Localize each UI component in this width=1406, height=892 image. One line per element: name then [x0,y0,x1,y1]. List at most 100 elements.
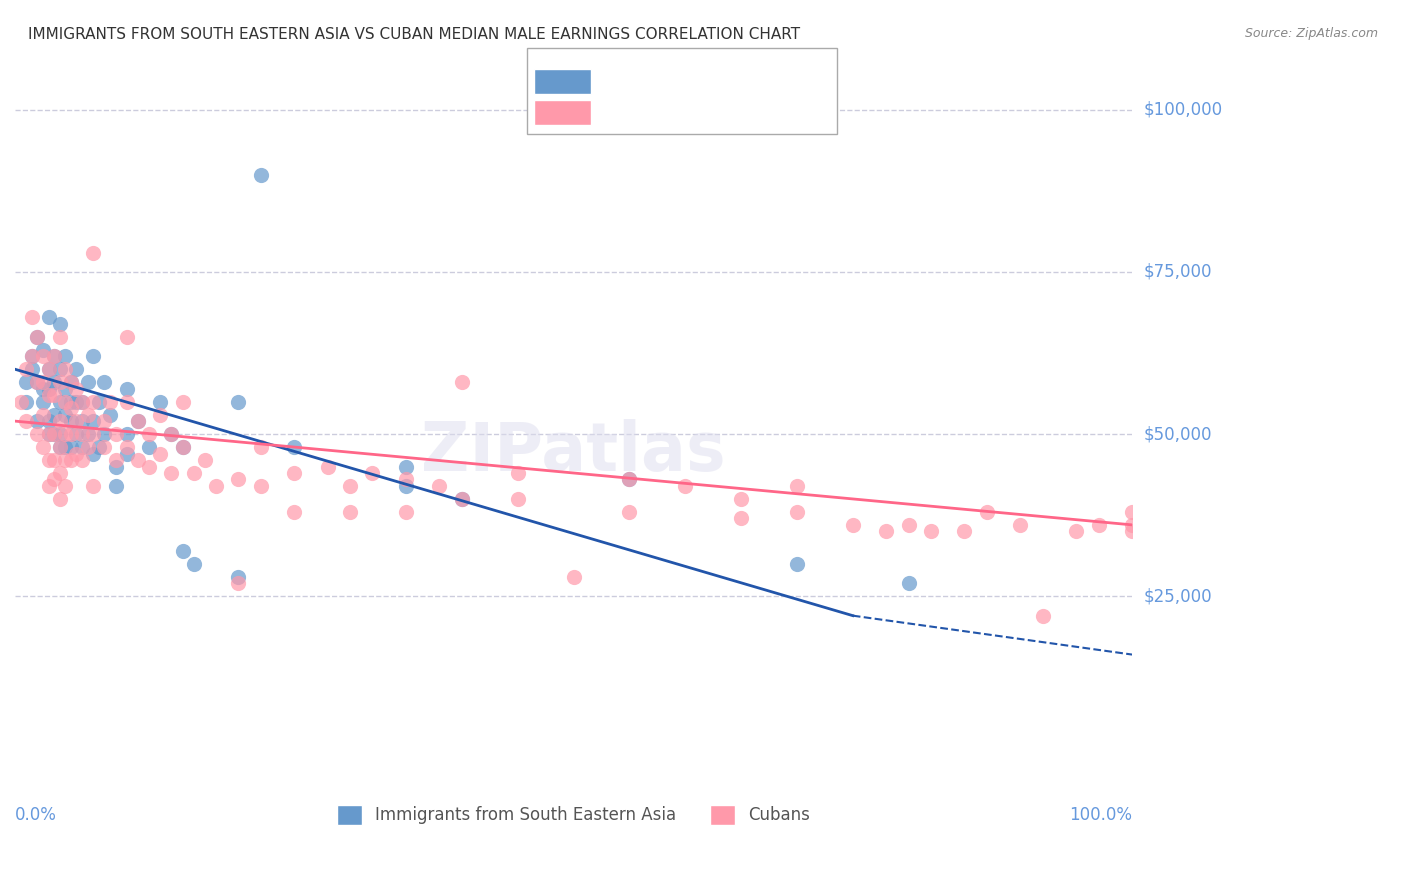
Point [27,375,49,389]
Point [115,446,138,460]
Text: Source: ZipAtlas.com: Source: ZipAtlas.com [1244,27,1378,40]
Point [115,382,138,396]
Point [32,375,55,389]
Point [59,375,82,389]
Point [32,440,55,454]
Text: ZIPatlas: ZIPatlas [422,419,725,485]
Point [38,427,60,442]
Point [786,505,808,519]
Point [842,517,865,532]
Point [27,414,49,428]
Point [48,394,70,409]
Point [42,349,65,363]
Point [786,479,808,493]
Point [21,362,44,376]
Point [87,440,110,454]
Point [42,388,65,402]
Point [38,453,60,467]
Point [32,408,55,422]
Point [48,362,70,376]
Point [194,453,217,467]
Point [82,479,104,493]
Point [395,479,418,493]
Point [42,375,65,389]
Point [53,362,76,376]
Point [42,408,65,422]
Point [1087,517,1109,532]
Point [53,349,76,363]
Point [361,466,384,480]
Point [42,427,65,442]
Point [82,349,104,363]
Point [953,524,976,539]
Point [82,245,104,260]
Point [70,394,93,409]
Point [450,375,472,389]
Point [160,427,183,442]
Point [21,310,44,325]
Point [48,414,70,428]
Text: IMMIGRANTS FROM SOUTH EASTERN ASIA VS CUBAN MEDIAN MALE EARNINGS CORRELATION CHA: IMMIGRANTS FROM SOUTH EASTERN ASIA VS CU… [28,27,800,42]
Point [32,349,55,363]
Point [283,440,305,454]
Point [786,557,808,571]
Point [127,414,149,428]
Legend: Immigrants from South Eastern Asia, Cubans: Immigrants from South Eastern Asia, Cuba… [330,798,817,831]
Point [27,427,49,442]
Point [249,168,271,182]
Point [115,440,138,454]
Point [730,491,752,506]
Point [59,394,82,409]
Point [104,427,127,442]
Point [228,570,250,584]
Point [48,427,70,442]
Point [506,491,529,506]
Point [53,382,76,396]
Point [93,375,115,389]
Point [38,427,60,442]
Point [59,440,82,454]
Point [27,375,49,389]
Text: $100,000: $100,000 [1143,101,1222,119]
Point [450,491,472,506]
Text: R = -0.538   N =  70: R = -0.538 N = 70 [602,70,801,87]
Point [138,459,160,474]
Point [48,440,70,454]
Point [104,453,127,467]
Point [875,524,897,539]
Point [976,505,998,519]
Point [32,343,55,357]
Point [249,479,271,493]
Point [70,394,93,409]
Point [82,394,104,409]
Point [897,517,920,532]
Point [429,479,451,493]
Point [673,479,696,493]
Point [730,511,752,525]
Point [283,505,305,519]
Point [27,330,49,344]
Point [395,505,418,519]
Point [76,427,98,442]
Text: 100.0%: 100.0% [1069,806,1132,824]
Point [1121,524,1143,539]
Point [93,440,115,454]
Point [15,362,38,376]
Point [228,394,250,409]
Text: 0.0%: 0.0% [15,806,56,824]
Point [127,414,149,428]
Point [104,459,127,474]
Point [65,394,87,409]
Point [138,440,160,454]
Point [76,408,98,422]
Point [48,440,70,454]
Point [149,408,172,422]
Point [38,362,60,376]
Point [70,440,93,454]
Point [65,446,87,460]
Point [38,414,60,428]
Text: $75,000: $75,000 [1143,263,1212,281]
Point [59,427,82,442]
Point [53,440,76,454]
Point [10,394,32,409]
